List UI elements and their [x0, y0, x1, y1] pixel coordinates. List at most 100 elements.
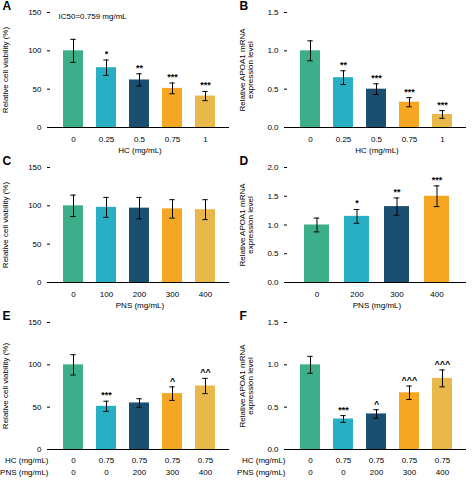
- svg-text:PNS (mg/mL): PNS (mg/mL): [353, 301, 402, 310]
- svg-text:***: ***: [167, 72, 178, 82]
- svg-text:0: 0: [308, 456, 313, 465]
- svg-text:400: 400: [199, 290, 213, 299]
- svg-text:C: C: [3, 155, 12, 168]
- svg-text:0: 0: [37, 123, 42, 132]
- svg-text:0.75: 0.75: [132, 456, 148, 465]
- svg-text:0.75: 0.75: [198, 456, 214, 465]
- svg-text:2.0: 2.0: [267, 163, 279, 172]
- svg-text:^^: ^^: [200, 367, 211, 377]
- svg-text:50: 50: [33, 240, 42, 249]
- svg-text:200: 200: [133, 468, 147, 477]
- svg-text:300: 300: [166, 468, 180, 477]
- svg-text:0.75: 0.75: [435, 456, 451, 465]
- svg-text:200: 200: [370, 468, 384, 477]
- svg-text:^: ^: [374, 399, 380, 409]
- svg-text:1.0: 1.0: [267, 360, 279, 369]
- svg-text:HC (mg/mL): HC (mg/mL): [355, 146, 399, 155]
- svg-text:100: 100: [28, 360, 42, 369]
- svg-text:100: 100: [100, 290, 114, 299]
- svg-text:0: 0: [71, 135, 76, 144]
- svg-text:0: 0: [37, 445, 42, 454]
- svg-text:0: 0: [341, 468, 346, 477]
- svg-text:150: 150: [28, 8, 42, 17]
- svg-text:F: F: [240, 310, 247, 323]
- svg-text:^: ^: [170, 376, 176, 386]
- svg-text:0: 0: [71, 456, 76, 465]
- svg-text:0.5: 0.5: [267, 249, 279, 258]
- svg-text:^^^: ^^^: [435, 359, 452, 369]
- svg-text:0: 0: [315, 290, 320, 299]
- svg-text:0.0: 0.0: [267, 278, 279, 287]
- svg-text:***: ***: [338, 405, 349, 415]
- svg-text:**: **: [393, 187, 401, 197]
- svg-text:Relative cell viability (%): Relative cell viability (%): [1, 343, 10, 430]
- svg-text:0: 0: [71, 468, 76, 477]
- svg-text:PNS (mg/mL): PNS (mg/mL): [116, 301, 165, 310]
- svg-text:0: 0: [37, 278, 42, 287]
- svg-text:PNS (mg/mL): PNS (mg/mL): [237, 468, 286, 477]
- svg-text:0.75: 0.75: [369, 456, 385, 465]
- svg-text:**: **: [136, 63, 144, 73]
- svg-text:0: 0: [308, 135, 313, 144]
- svg-text:***: ***: [200, 80, 211, 90]
- svg-text:200: 200: [133, 290, 147, 299]
- svg-text:1.5: 1.5: [267, 8, 279, 17]
- svg-text:***: ***: [101, 390, 112, 400]
- svg-text:150: 150: [28, 318, 42, 327]
- svg-text:0.75: 0.75: [402, 135, 418, 144]
- svg-text:Relative APOA1 mRNAexpression: Relative APOA1 mRNAexpression level: [238, 344, 255, 428]
- svg-text:A: A: [3, 0, 12, 13]
- svg-text:400: 400: [436, 468, 450, 477]
- svg-text:1.0: 1.0: [267, 221, 279, 230]
- svg-text:^^^: ^^^: [402, 375, 419, 385]
- svg-text:0.0: 0.0: [267, 445, 279, 454]
- svg-text:Relative cell viability (%): Relative cell viability (%): [1, 182, 10, 269]
- svg-text:0.75: 0.75: [402, 456, 418, 465]
- svg-text:50: 50: [33, 403, 42, 412]
- svg-text:***: ***: [371, 73, 382, 83]
- svg-text:0.5: 0.5: [267, 403, 279, 412]
- svg-text:HC (mg/mL): HC (mg/mL): [242, 456, 286, 465]
- svg-text:50: 50: [33, 85, 42, 94]
- svg-text:HC (mg/mL): HC (mg/mL): [5, 456, 49, 465]
- svg-text:150: 150: [28, 163, 42, 172]
- svg-text:***: ***: [404, 87, 415, 97]
- svg-text:1.0: 1.0: [267, 46, 279, 55]
- svg-text:0.75: 0.75: [165, 135, 181, 144]
- svg-text:*: *: [105, 49, 109, 59]
- svg-text:1.5: 1.5: [267, 192, 279, 201]
- svg-text:0: 0: [104, 468, 109, 477]
- svg-text:1: 1: [440, 135, 445, 144]
- svg-text:0.5: 0.5: [371, 135, 383, 144]
- svg-text:300: 300: [166, 290, 180, 299]
- svg-text:1.5: 1.5: [267, 318, 279, 327]
- svg-text:***: ***: [432, 175, 443, 185]
- svg-text:100: 100: [28, 201, 42, 210]
- svg-text:400: 400: [199, 468, 213, 477]
- svg-text:1: 1: [203, 135, 208, 144]
- svg-text:PNS (mg/mL): PNS (mg/mL): [0, 468, 49, 477]
- svg-text:0: 0: [71, 290, 76, 299]
- svg-text:Relative APOA1 mRNAexpression: Relative APOA1 mRNAexpression level: [238, 28, 255, 112]
- svg-text:IC50=0.759 mg/mL: IC50=0.759 mg/mL: [59, 12, 128, 21]
- svg-text:***: ***: [437, 100, 448, 110]
- svg-text:200: 200: [350, 290, 364, 299]
- svg-text:300: 300: [403, 468, 417, 477]
- svg-text:100: 100: [28, 46, 42, 55]
- svg-text:0.25: 0.25: [336, 135, 352, 144]
- svg-text:300: 300: [390, 290, 404, 299]
- svg-text:Relative APOA1 mRNAexpression: Relative APOA1 mRNAexpression level: [238, 183, 255, 267]
- svg-text:0.75: 0.75: [99, 456, 115, 465]
- svg-text:**: **: [340, 60, 348, 70]
- svg-text:400: 400: [430, 290, 444, 299]
- svg-text:E: E: [3, 310, 11, 323]
- svg-text:0: 0: [308, 468, 313, 477]
- svg-text:B: B: [240, 0, 249, 13]
- svg-text:0.75: 0.75: [165, 456, 181, 465]
- svg-text:0.75: 0.75: [336, 456, 352, 465]
- svg-text:0.25: 0.25: [99, 135, 115, 144]
- svg-text:0.5: 0.5: [134, 135, 146, 144]
- svg-text:0.5: 0.5: [267, 85, 279, 94]
- svg-text:HC (mg/mL): HC (mg/mL): [118, 146, 162, 155]
- svg-text:*: *: [355, 198, 359, 208]
